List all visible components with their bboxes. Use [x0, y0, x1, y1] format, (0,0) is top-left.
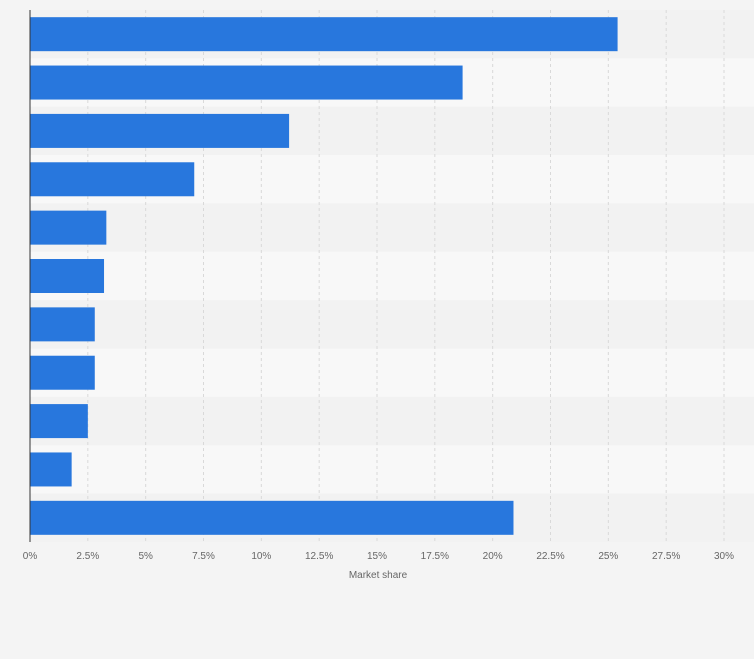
x-tick-label: 22.5% [536, 551, 564, 562]
bar [30, 65, 463, 100]
bar [30, 113, 290, 148]
row-band [30, 251, 754, 301]
bars [30, 17, 618, 535]
x-tick-label: 5% [138, 551, 153, 562]
row-band [30, 203, 754, 252]
x-tick-label: 2.5% [76, 551, 99, 562]
x-tick-label: 20% [483, 551, 503, 562]
bar [30, 307, 95, 342]
x-tick-label: 7.5% [192, 551, 215, 562]
x-tick-label: 25% [598, 551, 618, 562]
row-band [30, 300, 754, 349]
bar [30, 162, 195, 197]
x-axis-tick-labels: 0% 2.5% 5% 7.5% 10% 12.5% 15% 17.5% 20% 22.5% 25% 2… [23, 551, 734, 562]
bar [30, 452, 72, 487]
x-tick-label: 15% [367, 551, 387, 562]
row-band [30, 396, 754, 446]
x-tick-label: 12.5% [305, 551, 333, 562]
row-band [30, 348, 754, 397]
x-tick-label: 27.5% [652, 551, 680, 562]
bar [30, 500, 514, 535]
bar [30, 17, 618, 52]
x-tick-label: 0% [23, 551, 38, 562]
bar [30, 210, 107, 245]
row-band [30, 445, 754, 494]
x-tick-label: 10% [251, 551, 271, 562]
x-axis-title: Market share [349, 570, 408, 581]
x-tick-label: 30% [714, 551, 734, 562]
row-bands [30, 10, 754, 542]
x-tick-label: 17.5% [421, 551, 449, 562]
bar [30, 355, 95, 390]
bar [30, 404, 88, 439]
bar [30, 259, 105, 293]
